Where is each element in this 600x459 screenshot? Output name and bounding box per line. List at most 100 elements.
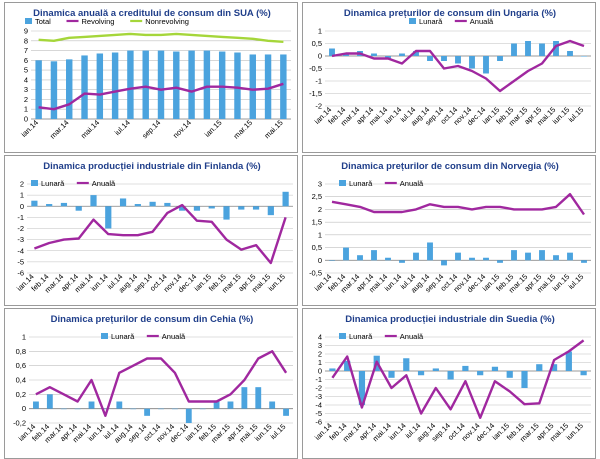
bar-total [280, 54, 287, 119]
y-tick-label: 7 [24, 46, 28, 55]
bar-lunară [565, 351, 572, 371]
y-tick-label: 2,5 [312, 192, 322, 201]
bar-total [249, 54, 256, 119]
legend-label: Lunară [349, 179, 373, 188]
chart-svg: Dinamica producției industriale din Finl… [15, 161, 293, 295]
chart-panel-usa-consumer-credit: Dinamica anuală a creditului de consum d… [4, 2, 298, 153]
y-tick-label: 0,5 [312, 243, 322, 252]
bar-total [111, 52, 119, 120]
bar-total [66, 59, 73, 119]
legend-swatch-bar [409, 18, 416, 24]
chart-title: Dinamica producției industriale din Finl… [43, 161, 260, 172]
bar-lunară [158, 408, 164, 410]
bar-lunară [567, 252, 573, 261]
bar-lunară [539, 250, 545, 261]
y-tick-label: -0,5 [309, 269, 322, 278]
chart-svg: Dinamica producției industriale din Sued… [313, 314, 591, 444]
y-tick-label: -0,2 [13, 419, 26, 428]
y-tick-label: -4 [315, 401, 322, 410]
legend-swatch-bar [31, 180, 38, 186]
bar-lunară [427, 242, 433, 261]
bar-lunară [413, 252, 419, 261]
bar-lunară [567, 51, 573, 56]
y-tick-label: 0 [20, 202, 24, 211]
bar-lunară [283, 408, 289, 416]
chart-title: Dinamica producției industriale din Sued… [345, 314, 555, 325]
y-tick-label: -2 [17, 224, 24, 233]
y-tick-label: -2 [315, 102, 322, 111]
bar-lunară [344, 360, 351, 371]
legend-swatch-bar [339, 180, 346, 186]
bar-lunară [455, 252, 461, 261]
bar-lunară [149, 201, 156, 207]
bar-lunară [102, 408, 109, 410]
bar-lunară [462, 365, 469, 371]
bar-lunară [60, 408, 67, 410]
line-anuală [33, 203, 287, 265]
bar-lunară [130, 408, 137, 410]
bar-total [96, 53, 104, 119]
line-anuală [331, 339, 585, 420]
chart-panel-sweden-industrial-production: Dinamica producției industriale din Sued… [302, 308, 596, 459]
x-tick-label: sep.14 [140, 118, 162, 140]
y-tick-label: 3 [318, 341, 322, 350]
x-tick-label: mai.14 [79, 118, 101, 140]
bar-lunară [199, 408, 206, 410]
bar-lunară [105, 206, 112, 229]
chart-title: Dinamica prețurilor de consum din Norveg… [341, 161, 558, 172]
bar-total [173, 51, 180, 119]
bar-total [81, 55, 88, 119]
bar-lunară [252, 206, 260, 210]
legend-label: Lunară [41, 179, 65, 188]
bar-lunară [74, 408, 81, 410]
y-tick-label: 0,2 [16, 390, 26, 399]
bar-lunară [185, 408, 192, 423]
y-tick-label: 0 [318, 367, 322, 376]
bar-lunară [525, 252, 531, 261]
bar-lunară [483, 56, 489, 74]
bar-lunară [179, 206, 186, 211]
y-tick-label: -1 [315, 77, 322, 86]
line-anuală [35, 350, 288, 418]
bar-lunară [469, 56, 475, 69]
legend-swatch-bar [339, 333, 346, 339]
legend-label: Lunară [349, 332, 373, 341]
bar-lunară [164, 202, 171, 207]
y-tick-label: 2 [20, 180, 24, 189]
y-tick-label: 3 [24, 85, 28, 94]
bar-lunară [144, 408, 151, 416]
y-tick-label: -4 [17, 246, 24, 255]
chart-panel-hungary-cpi: Dinamica prețurilor de consum din Ungari… [302, 2, 596, 153]
bar-lunară [506, 371, 513, 378]
bar-lunară [171, 408, 178, 410]
bar-lunară [521, 371, 528, 388]
legend-label: Anuală [470, 17, 494, 26]
bar-lunară [329, 48, 335, 56]
y-tick-label: -5 [17, 257, 24, 266]
chart-svg: Dinamica prețurilor de consum din Cehia … [13, 314, 293, 445]
bar-total [264, 54, 272, 119]
bar-lunară [388, 371, 395, 378]
bar-lunară [227, 401, 234, 409]
bar-lunară [399, 260, 405, 263]
bar-lunară [511, 250, 517, 261]
y-tick-label: 2 [318, 350, 322, 359]
y-tick-label: 2 [318, 205, 322, 214]
y-tick-label: -1,5 [309, 89, 322, 98]
bar-lunară [75, 206, 82, 211]
chart-panel-finland-industrial-production: Dinamica producției industriale din Finl… [4, 155, 298, 306]
y-tick-label: 0 [318, 256, 322, 265]
line-nonrevolving [38, 32, 284, 43]
y-tick-label: -3 [17, 235, 24, 244]
y-tick-label: 0 [318, 52, 322, 61]
y-tick-label: 5 [24, 66, 28, 75]
bar-total [203, 50, 211, 119]
y-tick-label: 1 [20, 191, 24, 200]
bar-lunară [116, 401, 123, 409]
chart-panel-norway-cpi: Dinamica prețurilor de consum din Norveg… [302, 155, 596, 306]
line-revolving [38, 82, 284, 111]
bar-lunară [511, 43, 517, 56]
x-tick-label: iul.15 [268, 422, 287, 441]
y-tick-label: 0 [24, 115, 28, 124]
bar-lunară [469, 257, 475, 261]
